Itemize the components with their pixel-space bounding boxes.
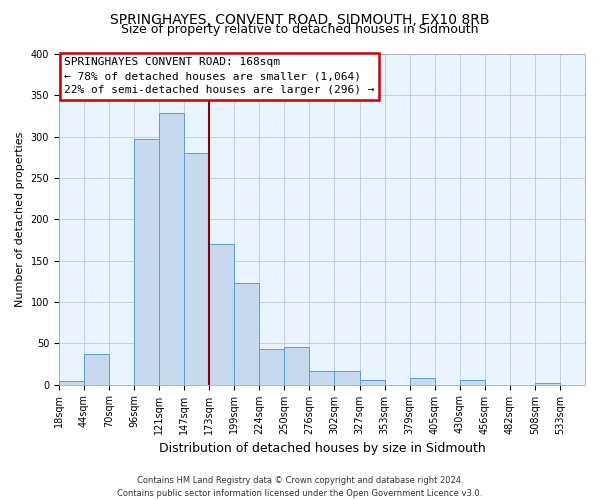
- Bar: [134, 139, 159, 384]
- Bar: [359, 380, 385, 384]
- Bar: [460, 380, 485, 384]
- Bar: [259, 349, 284, 384]
- X-axis label: Distribution of detached houses by size in Sidmouth: Distribution of detached houses by size …: [158, 442, 485, 455]
- Text: SPRINGHAYES, CONVENT ROAD, SIDMOUTH, EX10 8RB: SPRINGHAYES, CONVENT ROAD, SIDMOUTH, EX1…: [110, 12, 490, 26]
- Text: SPRINGHAYES CONVENT ROAD: 168sqm
← 78% of detached houses are smaller (1,064)
22: SPRINGHAYES CONVENT ROAD: 168sqm ← 78% o…: [64, 58, 374, 96]
- Bar: [310, 372, 334, 384]
- Bar: [535, 383, 560, 384]
- Bar: [410, 378, 434, 384]
- Bar: [234, 283, 259, 384]
- Bar: [59, 382, 84, 384]
- Bar: [209, 244, 234, 384]
- Bar: [334, 370, 359, 384]
- Bar: [284, 346, 310, 385]
- Text: Contains HM Land Registry data © Crown copyright and database right 2024.
Contai: Contains HM Land Registry data © Crown c…: [118, 476, 482, 498]
- Text: Size of property relative to detached houses in Sidmouth: Size of property relative to detached ho…: [121, 22, 479, 36]
- Bar: [184, 153, 209, 384]
- Bar: [159, 112, 184, 384]
- Y-axis label: Number of detached properties: Number of detached properties: [15, 132, 25, 307]
- Bar: [84, 354, 109, 384]
